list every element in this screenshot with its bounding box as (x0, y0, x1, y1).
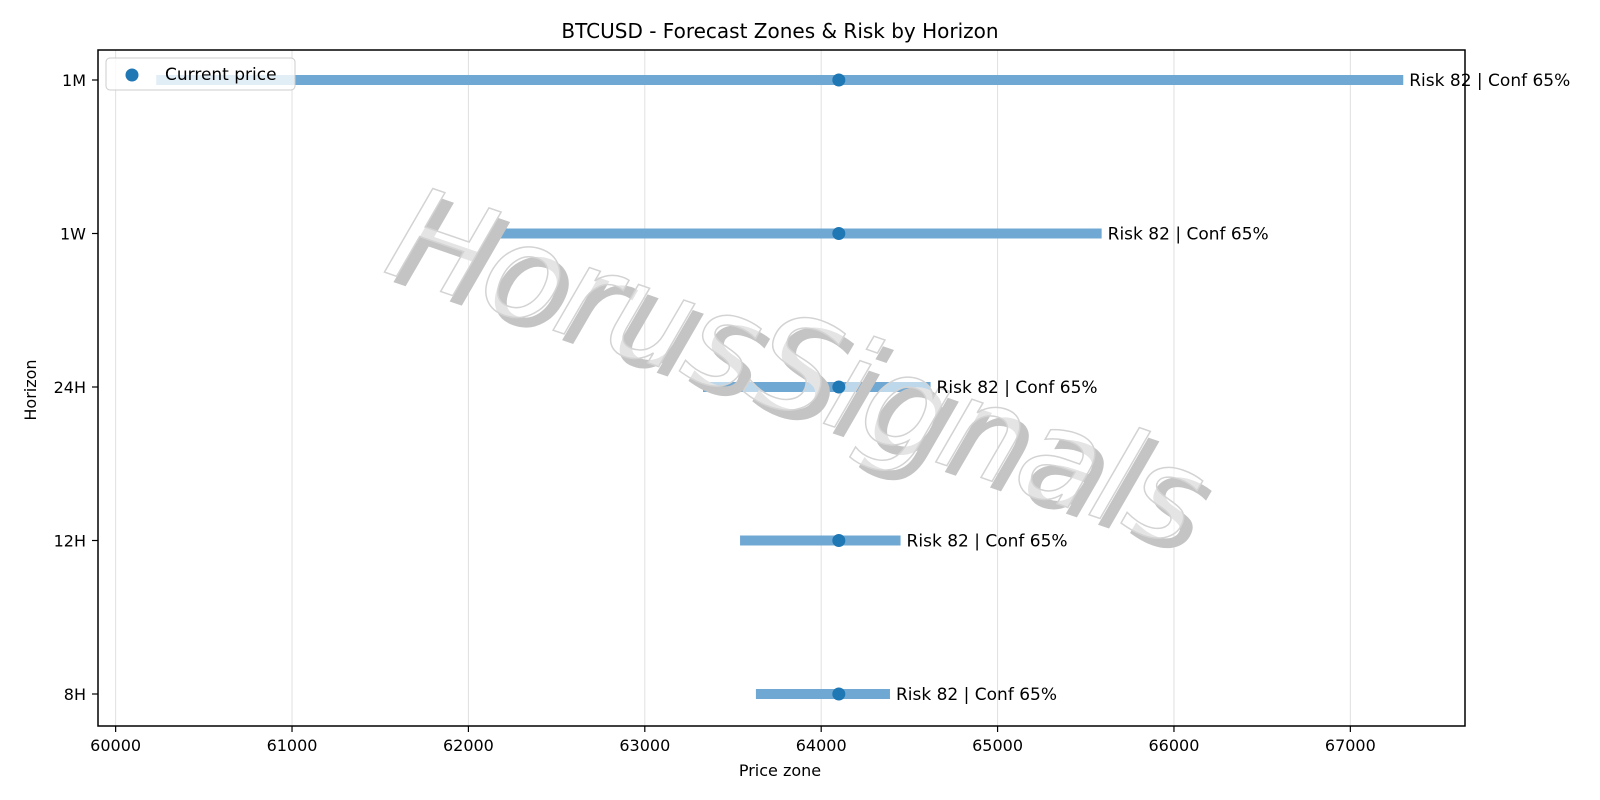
y-tick-label: 8H (64, 685, 86, 704)
annotation-layer: Risk 82 | Conf 65% Risk 82 | Conf 65% Risk… (896, 71, 1570, 705)
current-price-marker (832, 687, 846, 701)
current-price-marker (832, 227, 846, 240)
risk-annotation: Risk 82 | Conf 65% (907, 532, 1068, 552)
y-tick-label: 24H (54, 378, 86, 397)
risk-annotation: Risk 82 | Conf 65% (896, 685, 1057, 705)
x-tick-label: 63000 (619, 736, 670, 755)
zone-bar (740, 535, 901, 546)
x-tick-label: 66000 (1149, 736, 1200, 755)
risk-annotation: Risk 82 | Conf 65% (1409, 71, 1570, 91)
zone-bar (703, 382, 931, 392)
risk-annotation: Risk 82 | Conf 65% (937, 378, 1098, 398)
zone-bar (755, 689, 890, 699)
plot-frame (97, 49, 1466, 727)
legend-box (105, 57, 296, 91)
marker-layer (832, 73, 846, 701)
y-tick-label: 1W (60, 225, 86, 244)
legend: Current price (105, 57, 296, 91)
current-price-marker (832, 534, 846, 547)
chart-title: BTCUSD - Forecast Zones & Risk by Horizo… (561, 19, 998, 43)
x-tick-label: 64000 (796, 736, 847, 755)
current-price-marker (832, 73, 846, 87)
x-tick-label: 62000 (443, 736, 494, 755)
x-axis-ticks: 60000 61000 62000 63000 64000 65000 66000 67000 (90, 726, 1376, 755)
y-axis-label: Horizon (21, 359, 40, 420)
x-tick-label: 61000 (267, 736, 318, 755)
y-tick-label: 1M (62, 71, 86, 90)
zone-bar (498, 228, 1102, 239)
legend-label: Current price (165, 65, 277, 85)
legend-marker (125, 68, 139, 82)
zone-layer (156, 75, 1404, 699)
x-tick-label: 67000 (1325, 736, 1376, 755)
zone-bar (156, 75, 1404, 85)
x-tick-label: 60000 (90, 736, 141, 755)
risk-annotation: Risk 82 | Conf 65% (1108, 225, 1269, 245)
x-tick-label: 65000 (972, 736, 1023, 755)
y-axis-ticks: 1M 1W 24H 12H 8H (54, 71, 98, 704)
current-price-marker (832, 380, 846, 394)
grid-layer (115, 50, 1351, 726)
x-axis-label: Price zone (739, 761, 821, 780)
y-tick-label: 12H (54, 532, 86, 551)
